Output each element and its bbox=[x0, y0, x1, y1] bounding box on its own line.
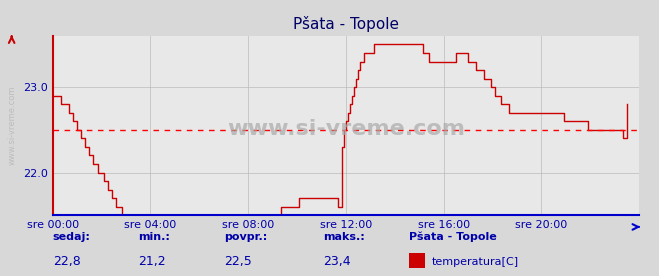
Text: sedaj:: sedaj: bbox=[53, 232, 90, 242]
Text: min.:: min.: bbox=[138, 232, 170, 242]
Text: www.si-vreme.com: www.si-vreme.com bbox=[227, 119, 465, 139]
Text: Pšata - Topole: Pšata - Topole bbox=[409, 232, 496, 242]
Text: povpr.:: povpr.: bbox=[224, 232, 268, 242]
Text: 21,2: 21,2 bbox=[138, 255, 166, 268]
Text: 22,8: 22,8 bbox=[53, 255, 80, 268]
Text: www.si-vreme.com: www.si-vreme.com bbox=[7, 86, 16, 165]
Title: Pšata - Topole: Pšata - Topole bbox=[293, 16, 399, 32]
Text: 23,4: 23,4 bbox=[323, 255, 351, 268]
Text: 22,5: 22,5 bbox=[224, 255, 252, 268]
Text: temperatura[C]: temperatura[C] bbox=[432, 257, 519, 267]
Text: maks.:: maks.: bbox=[323, 232, 364, 242]
